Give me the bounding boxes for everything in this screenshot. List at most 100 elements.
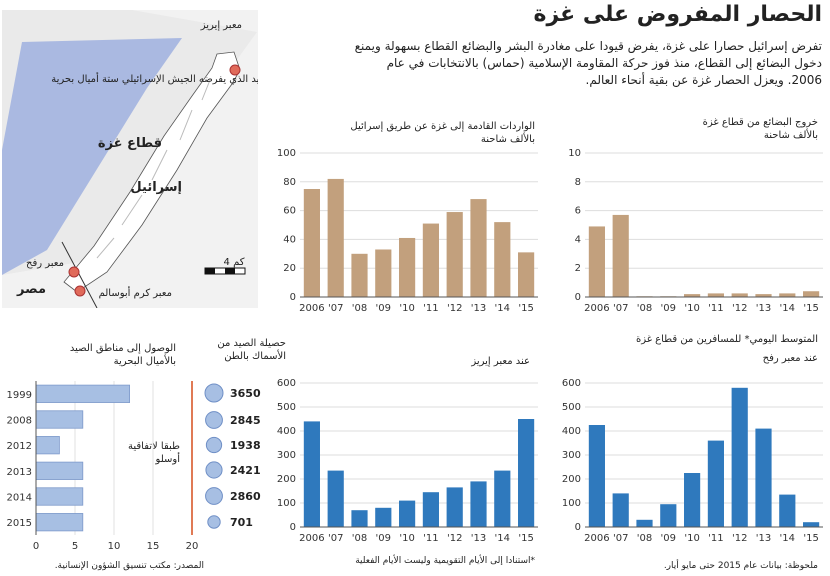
intro-text: تفرض إسرائيل حصارا على غزة، يفرض قيودا ع…: [354, 39, 822, 87]
x-tick-label: '09: [376, 533, 391, 544]
x-tick-label: '08: [352, 533, 367, 544]
y-tick-label: 4: [575, 234, 581, 245]
scale-bar-segment: [205, 268, 215, 274]
erez-crossing-marker: [229, 64, 241, 76]
fishing-subtitle: بالأميال البحرية: [113, 356, 176, 367]
source-note: المصدر: مكتب تنسيق الشؤون الإنسانية.: [54, 561, 204, 571]
y-tick-label: 100: [277, 148, 296, 159]
bar: [779, 494, 796, 527]
x-tick-label: '09: [661, 533, 676, 544]
x-tick-label: '10: [399, 533, 414, 544]
bar: [731, 293, 748, 297]
x-tick-label: '13: [471, 533, 486, 544]
erez-label: معبر إيريز: [200, 20, 242, 31]
x-tick-label: '12: [732, 303, 747, 314]
x-tick-label: '11: [708, 303, 723, 314]
catch-bubble: [205, 411, 223, 429]
data-note: ملحوظة: بيانات عام 2015 حتى مايو أيار.: [663, 561, 818, 571]
oslo-label: طبقا لاتفاقية أوسلو: [127, 441, 180, 465]
x-tick-label: '12: [447, 303, 462, 314]
y-tick-label: 2013: [7, 467, 32, 478]
bar: [494, 470, 511, 527]
x-tick-label: '09: [376, 303, 391, 314]
y-tick-label: 400: [562, 426, 581, 437]
fishing-bar: [35, 461, 84, 480]
catch-value-label: 1938: [230, 439, 261, 452]
imports-title-block: الواردات القادمة إلى غزة عن طريق إسرائيل…: [275, 120, 535, 146]
y-tick-label: 600: [277, 378, 296, 389]
x-tick-label: 2006: [584, 303, 609, 314]
x-tick-label: '14: [495, 533, 510, 544]
exports-title: خروج البضائع من قطاع غزة: [702, 117, 818, 128]
scale-label: 4 كم: [224, 257, 245, 268]
rafah-title: المتوسط اليومي* للمسافرين من قطاع غزة: [635, 334, 818, 345]
bar: [660, 504, 677, 527]
y-tick-label: 2012: [7, 441, 32, 452]
x-tick-label: '12: [447, 533, 462, 544]
imports-chart: 0 20 40 60 80 100 2006 '07 '08 '09 '10 '11 '12 '13 '14…: [277, 148, 538, 314]
x-tick-label: '07: [328, 303, 343, 314]
fishing-bar: [35, 436, 60, 455]
x-tick-label: '13: [756, 303, 771, 314]
fishing-bar: [35, 384, 130, 403]
y-tick-label: 0: [575, 292, 581, 303]
x-tick-label: '08: [352, 303, 367, 314]
x-tick-label: 2006: [584, 533, 609, 544]
y-tick-label: 2008: [7, 416, 32, 427]
bar: [494, 222, 511, 297]
kerem-shalom-label: معبر كرم أبوسالم: [99, 286, 172, 299]
x-tick-label: '10: [684, 533, 699, 544]
calendar-days-note: *استنادا إلى الأيام التقويمية وليست الأي…: [355, 556, 535, 566]
bar: [518, 252, 535, 297]
catch-title: حصيلة الصيد من الأسماك بالطن: [217, 338, 286, 362]
map-roads: [96, 79, 211, 259]
bar: [375, 507, 392, 527]
scale-bar-segment: [225, 268, 235, 274]
bar: [612, 493, 629, 527]
bar: [446, 487, 463, 527]
y-tick-label: 300: [277, 450, 296, 461]
y-tick-label: 100: [562, 498, 581, 509]
bar: [422, 492, 439, 527]
bar: [684, 294, 701, 297]
bar: [399, 500, 416, 527]
x-tick-label: '07: [613, 303, 628, 314]
y-tick-label: 300: [562, 450, 581, 461]
x-tick-label: '11: [708, 533, 723, 544]
fishing-bar: [35, 513, 84, 532]
x-tick-label: '15: [518, 303, 533, 314]
fishing-bar: [35, 410, 84, 429]
catch-chart: 3650 2845 1938 2421 2860 701: [204, 383, 261, 529]
bar: [303, 189, 320, 297]
bar: [375, 249, 392, 297]
bar: [351, 253, 368, 297]
catch-bubble: [205, 487, 223, 505]
x-tick-label: '12: [732, 533, 747, 544]
y-tick-label: 2015: [7, 518, 32, 529]
bar: [327, 470, 344, 527]
fishing-title: الوصول إلى مناطق الصيد: [69, 343, 176, 354]
bar: [518, 419, 535, 527]
bar: [803, 522, 820, 527]
y-tick-label: 2: [575, 263, 581, 274]
x-tick-label: '07: [328, 533, 343, 544]
catch-value-label: 2845: [230, 414, 261, 427]
egypt-border: [61, 241, 98, 308]
bar: [470, 481, 487, 527]
y-tick-label: 0: [290, 522, 296, 533]
bar: [399, 237, 416, 297]
rafah-chart: 0 100 200 300 400 500 600 2006 '07 '08 '09 '10 '11 '1…: [562, 378, 823, 544]
y-tick-label: 10: [568, 148, 581, 159]
y-tick-label: 20: [283, 263, 296, 274]
bar: [327, 178, 344, 297]
y-tick-label: 100: [277, 498, 296, 509]
catch-bubble: [205, 436, 223, 454]
bar: [755, 294, 772, 297]
bar: [612, 214, 629, 297]
y-tick-label: 500: [277, 402, 296, 413]
y-tick-label: 0: [575, 522, 581, 533]
israel-label: إسرائيل: [130, 180, 182, 195]
fishing-zone: [2, 38, 182, 275]
x-tick-label: '10: [399, 303, 414, 314]
exports-title-block: خروج البضائع من قطاع غزة بالألف شاحنة: [578, 116, 818, 142]
